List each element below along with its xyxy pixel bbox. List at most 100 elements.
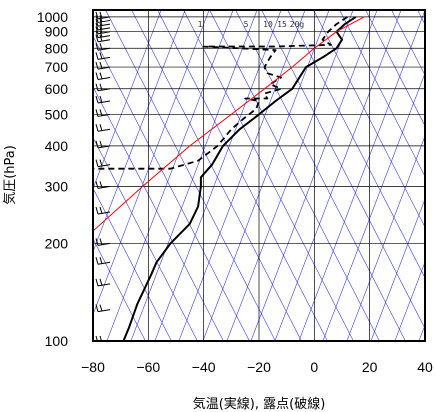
wind-barb-flag [95, 18, 99, 27]
isotherm-line [130, 10, 258, 341]
reference-lines [93, 10, 425, 341]
y-tick-label: 800 [45, 40, 69, 56]
wind-barb-flag [99, 43, 103, 50]
wind-barb-flag [99, 11, 103, 19]
x-tick-label: −20 [247, 359, 271, 375]
wind-barb [95, 124, 111, 132]
adiabat-line [93, 136, 198, 341]
wind-barb-staff [97, 283, 111, 287]
wind-barb [95, 34, 111, 43]
wind-barb [95, 181, 111, 189]
wind-barb-flag [99, 22, 103, 30]
wind-barb [95, 83, 111, 92]
wind-barb-staff [97, 27, 111, 31]
wind-barb-flag [99, 109, 103, 117]
wind-barb-staff [97, 100, 111, 104]
profile-lines [93, 16, 365, 341]
wind-barb [95, 52, 111, 60]
isotherm-line [346, 135, 425, 341]
wind-barb-staff [97, 113, 111, 117]
wind-barb-flag [99, 61, 103, 69]
isotherm-line [394, 261, 425, 341]
wind-barb-staff [97, 77, 111, 81]
wind-barb-staff [97, 47, 111, 51]
wind-barb-flag [95, 43, 99, 51]
wind-barb [95, 304, 111, 313]
wind-barb-flag [95, 206, 99, 215]
wind-barb-staff [97, 16, 111, 20]
wind-barb-flag [95, 159, 99, 167]
adiabat-line [209, 10, 380, 341]
wind-barb-flag [99, 304, 103, 312]
wind-barb [95, 30, 111, 39]
wind-barb [95, 22, 111, 31]
wind-barb-flag [99, 206, 103, 214]
isotherm-line [322, 72, 425, 341]
wind-barb [95, 109, 111, 117]
isotherm-line [93, 10, 162, 190]
wind-barb-staff [97, 145, 111, 149]
wind-barb-staff [97, 88, 111, 92]
wind-barb [95, 278, 111, 287]
isotherm-line [178, 10, 306, 341]
wind-barb-flag [95, 26, 99, 34]
wind-barb-flag [99, 30, 103, 38]
wind-barb [95, 257, 111, 265]
y-tick-label: 400 [45, 138, 69, 154]
y-tick-label: 1000 [37, 9, 68, 25]
y-tick-label: 200 [45, 235, 69, 251]
dewpoint-line [93, 16, 348, 170]
mixing-ratio-label: 5 [244, 20, 249, 29]
wind-barb-flag [99, 124, 103, 131]
wind-barb-staff [97, 242, 111, 246]
wind-barb-staff [97, 35, 111, 39]
adiabat-line [157, 10, 328, 341]
wind-barb-flag [99, 83, 103, 91]
adiabat-line [235, 10, 406, 341]
wind-barb [95, 95, 111, 104]
mixing-ratio-label: 15 [277, 20, 287, 29]
y-tick-label: 500 [45, 106, 69, 122]
x-tick-label: −40 [192, 359, 216, 375]
wind-barb-flag [95, 181, 99, 189]
wind-barb [95, 15, 111, 23]
wind-barb-flag [99, 181, 103, 188]
wind-barb-staff [97, 66, 111, 70]
adiabat-line [261, 10, 425, 330]
wind-barb [95, 18, 111, 27]
isotherm-line [274, 10, 402, 341]
mixing-ratio-label: 10 [263, 20, 273, 29]
y-tick-label: 700 [45, 59, 69, 75]
y-tick-label: 600 [45, 81, 69, 97]
wind-barb-staff [97, 56, 111, 60]
x-tick-label: 40 [417, 359, 433, 375]
y-tick-label: 900 [45, 24, 69, 40]
wind-barb-staff [97, 211, 111, 215]
temperature-line [122, 16, 357, 341]
wind-barb-flag [99, 335, 103, 341]
wind-barb-flag [95, 15, 99, 23]
wind-barb-flag [95, 304, 99, 312]
adiabat-line [313, 10, 425, 228]
isotherm-line [93, 10, 186, 253]
adiabat-line [391, 10, 425, 76]
wind-barb [95, 140, 111, 149]
y-tick-label: 300 [45, 178, 69, 194]
wind-barb [95, 159, 111, 168]
wind-barb [95, 335, 110, 341]
wind-barb [95, 61, 111, 70]
wind-barb-staff [97, 185, 111, 189]
plot-frame [92, 9, 426, 342]
wind-barb [95, 26, 111, 35]
wind-barb-staff [97, 128, 111, 132]
adiabat-line [93, 86, 224, 341]
isotherm-line [106, 10, 234, 341]
wind-barb-flag [95, 72, 99, 80]
adiabat-line [93, 238, 146, 341]
wind-barb-flag [99, 278, 103, 286]
x-tick-label: 0 [310, 359, 318, 375]
y-tick-label: 100 [45, 333, 69, 349]
wind-barb-flag [95, 140, 99, 148]
parcel-curve-line [93, 16, 365, 232]
